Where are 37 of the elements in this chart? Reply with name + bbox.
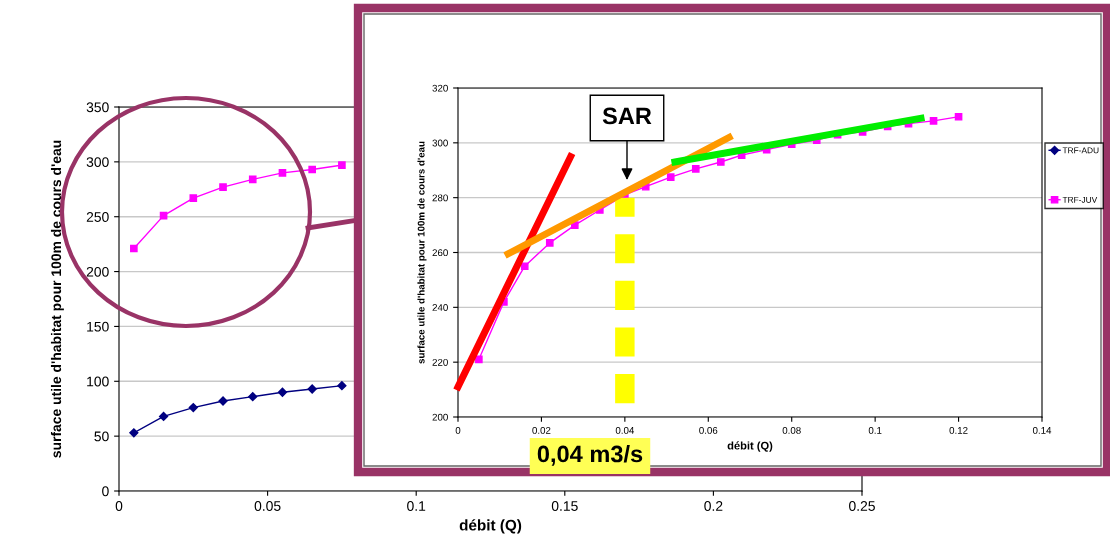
y-tick-label: 200 xyxy=(432,413,448,421)
y-tick-label: 320 xyxy=(432,84,448,92)
legend-label: TRF-JUV xyxy=(1062,196,1098,203)
y-tick-label: 280 xyxy=(432,194,448,202)
x-tick-label: 0.12 xyxy=(949,426,968,434)
y-tick-label: 240 xyxy=(432,304,448,311)
x-tick-label: 0.08 xyxy=(782,426,801,434)
y-axis-title: surface utile d'habitat pour 100m de cours d'eau xyxy=(417,141,427,364)
legend-label: TRF-ADU xyxy=(1062,147,1099,154)
y-tick-label: 200 xyxy=(86,266,109,277)
x-tick-label: 0 xyxy=(115,501,123,511)
y-axis-title: surface utile d'habitat pour 100m de cours d'eau xyxy=(50,140,64,458)
x-tick-label: 0.02 xyxy=(532,426,551,434)
x-tick-label: 0.05 xyxy=(254,501,281,511)
x-tick-label: 0.2 xyxy=(704,501,723,511)
x-axis-title: débit (Q) xyxy=(727,441,773,452)
x-tick-label: 0 xyxy=(455,426,461,434)
y-tick-label: 150 xyxy=(87,321,109,332)
annotation: 0,04 m3/s xyxy=(537,444,643,466)
y-tick-label: 0 xyxy=(102,486,109,497)
x-tick-label: 0.1 xyxy=(407,501,426,511)
x-tick-label: 0.1 xyxy=(868,426,882,434)
x-tick-label: 0.06 xyxy=(699,426,718,434)
y-tick-label: 300 xyxy=(86,157,109,168)
x-tick-label: 0.14 xyxy=(1032,426,1052,434)
x-tick-label: 0.15 xyxy=(551,501,578,511)
y-tick-label: 100 xyxy=(87,376,109,387)
x-axis-title: débit (Q) xyxy=(459,519,522,534)
y-tick-label: 220 xyxy=(432,358,448,366)
x-tick-label: 0.25 xyxy=(849,501,875,511)
x-tick-label: 0.04 xyxy=(615,426,635,434)
y-tick-label: 350 xyxy=(86,102,109,113)
annotation: SAR xyxy=(602,107,652,125)
y-tick-label: 300 xyxy=(432,139,448,147)
y-tick-label: 50 xyxy=(94,431,109,442)
y-tick-label: 260 xyxy=(432,249,448,257)
y-tick-label: 250 xyxy=(86,212,109,222)
